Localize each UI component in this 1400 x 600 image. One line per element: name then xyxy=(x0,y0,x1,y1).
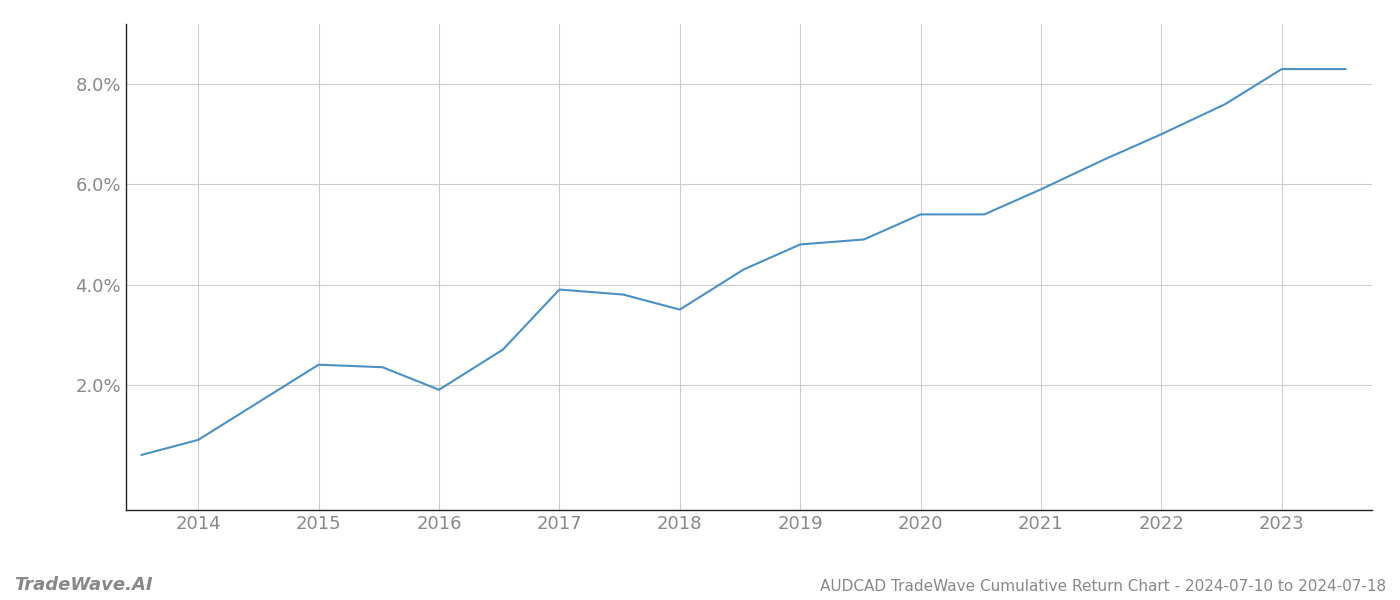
Text: AUDCAD TradeWave Cumulative Return Chart - 2024-07-10 to 2024-07-18: AUDCAD TradeWave Cumulative Return Chart… xyxy=(820,579,1386,594)
Text: TradeWave.AI: TradeWave.AI xyxy=(14,576,153,594)
